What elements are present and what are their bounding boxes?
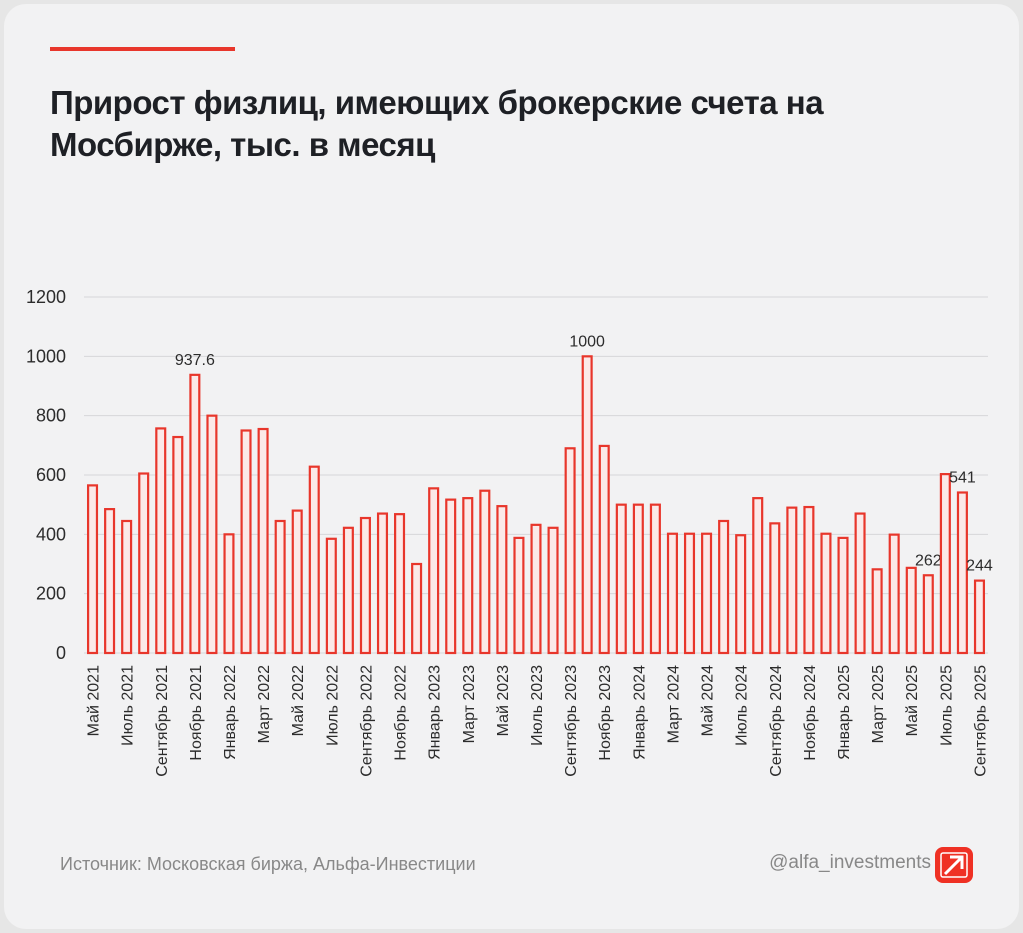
y-tick-label: 800	[36, 406, 66, 426]
x-tick-label: Январь 2022	[222, 665, 239, 760]
bar	[598, 444, 610, 655]
bar	[206, 414, 218, 655]
bar	[496, 505, 508, 655]
bar	[820, 532, 832, 655]
y-tick-label: 600	[36, 465, 66, 485]
y-tick-label: 0	[56, 643, 66, 663]
x-tick-label: Июль 2022	[324, 665, 341, 746]
bar	[274, 519, 286, 655]
bar	[752, 497, 764, 655]
bar	[223, 533, 235, 655]
handle: @alfa_investments	[769, 852, 931, 873]
x-tick-label: Январь 2024	[631, 665, 648, 760]
bar	[86, 484, 99, 655]
bar	[394, 513, 406, 655]
accent-line	[50, 47, 235, 51]
bar	[291, 509, 303, 655]
bar	[854, 512, 866, 655]
y-tick-label: 200	[36, 584, 66, 604]
bar	[888, 533, 900, 655]
bar	[376, 512, 389, 655]
value-label: 937.6	[175, 352, 215, 369]
x-tick-label: Март 2025	[870, 665, 887, 743]
bar	[803, 505, 815, 655]
bar	[155, 427, 167, 655]
value-label: 262	[915, 552, 942, 569]
bar	[581, 355, 593, 655]
bar	[837, 536, 849, 655]
bar	[701, 532, 713, 655]
bar	[666, 532, 678, 655]
bar	[172, 435, 184, 655]
x-tick-label: Сентябрь 2024	[768, 665, 785, 777]
x-tick-label: Ноябрь 2022	[393, 665, 410, 761]
value-label: 244	[966, 558, 993, 575]
bar	[308, 465, 320, 655]
x-tick-label: Январь 2025	[836, 665, 853, 760]
bar	[564, 447, 576, 655]
x-tick-label: Май 2025	[904, 665, 921, 736]
bar	[939, 473, 951, 655]
bar	[547, 526, 559, 655]
x-tick-label: Июль 2025	[938, 665, 955, 746]
x-tick-label: Сентябрь 2022	[358, 665, 375, 777]
bar	[683, 532, 696, 655]
bar	[530, 523, 542, 655]
bar	[104, 508, 116, 655]
x-tick-label: Май 2024	[700, 665, 717, 736]
x-tick-label: Июль 2024	[734, 665, 751, 746]
bar	[615, 503, 627, 655]
value-label: 541	[949, 470, 976, 487]
bar	[905, 566, 917, 655]
bar	[411, 562, 423, 655]
bar	[479, 489, 491, 655]
x-tick-label: Ноябрь 2024	[802, 665, 819, 761]
bar	[735, 534, 747, 655]
bar	[325, 537, 337, 655]
bar	[462, 497, 474, 655]
bar	[956, 491, 968, 655]
x-tick-label: Июль 2021	[120, 665, 137, 746]
x-tick-label: Март 2022	[256, 665, 273, 743]
value-label: 1000	[569, 333, 605, 350]
x-tick-label: Май 2022	[290, 665, 307, 736]
bar	[871, 568, 883, 655]
bar	[718, 519, 730, 655]
x-tick-label: Сентябрь 2021	[154, 665, 171, 777]
bar	[922, 574, 934, 655]
bar	[257, 427, 269, 655]
bar	[428, 487, 440, 655]
y-tick-label: 1000	[26, 346, 66, 366]
bar	[973, 579, 986, 655]
bar	[513, 536, 525, 655]
bar	[649, 503, 661, 655]
chart-title: Прирост физлиц, имеющих брокерские счета…	[50, 84, 824, 163]
x-tick-label: Март 2023	[461, 665, 478, 743]
bar	[359, 516, 371, 655]
x-tick-label: Июль 2023	[529, 665, 546, 746]
x-tick-label: Март 2024	[665, 665, 682, 743]
bar	[769, 522, 781, 655]
x-tick-label: Май 2023	[495, 665, 512, 736]
bar	[240, 429, 252, 655]
x-tick-label: Ноябрь 2021	[188, 665, 205, 761]
bar	[342, 526, 354, 655]
x-tick-label: Ноябрь 2023	[597, 665, 614, 761]
x-tick-label: Сентябрь 2023	[563, 665, 580, 777]
logo	[935, 847, 973, 883]
source: Источник: Московская биржа, Альфа-Инвест…	[60, 854, 476, 874]
bar	[121, 519, 133, 655]
bar	[786, 506, 798, 655]
x-tick-label: Январь 2023	[427, 665, 444, 760]
bar	[632, 503, 644, 655]
bar	[445, 498, 457, 655]
x-tick-label: Сентябрь 2025	[972, 665, 989, 777]
x-tick-label: Май 2021	[86, 665, 103, 736]
y-tick-label: 1200	[26, 287, 66, 307]
bar	[189, 373, 201, 655]
y-tick-label: 400	[36, 524, 66, 544]
bar	[138, 472, 150, 655]
